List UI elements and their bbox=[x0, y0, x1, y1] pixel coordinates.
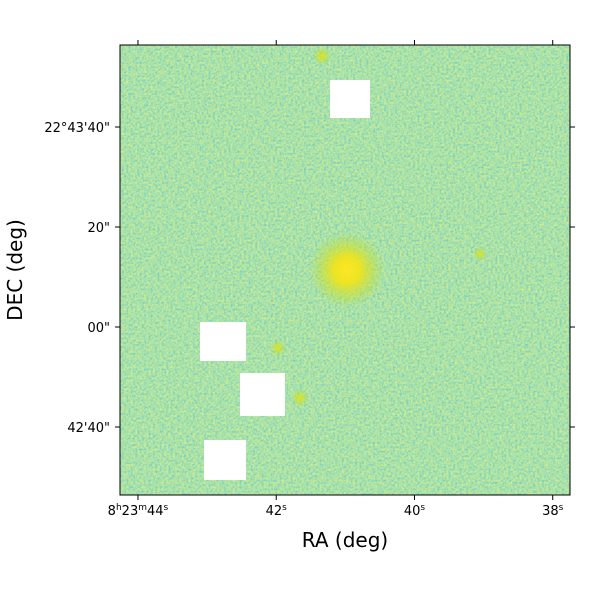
source bbox=[270, 340, 286, 356]
mask bbox=[204, 440, 246, 480]
source bbox=[473, 247, 487, 261]
galaxy bbox=[309, 232, 385, 308]
mask bbox=[240, 373, 285, 416]
y-tick-label: 42'40" bbox=[67, 421, 110, 436]
source bbox=[313, 47, 331, 65]
source bbox=[291, 389, 309, 407]
x-tick-label: 8h23m44s bbox=[108, 503, 169, 519]
y-axis-label: DEC (deg) bbox=[3, 219, 27, 321]
x-tick-label: 42s bbox=[266, 503, 288, 519]
y-tick-label: 00" bbox=[87, 321, 110, 336]
mask bbox=[200, 322, 246, 361]
x-axis-label: RA (deg) bbox=[302, 528, 388, 552]
y-tick-label: 22°43'40" bbox=[44, 121, 110, 136]
x-tick-label: 40s bbox=[404, 503, 426, 519]
image bbox=[120, 45, 570, 495]
frame bbox=[119, 44, 571, 496]
y-tick-label: 20" bbox=[87, 221, 110, 236]
mask bbox=[330, 80, 370, 118]
x-tick-label: 38s bbox=[542, 503, 564, 519]
